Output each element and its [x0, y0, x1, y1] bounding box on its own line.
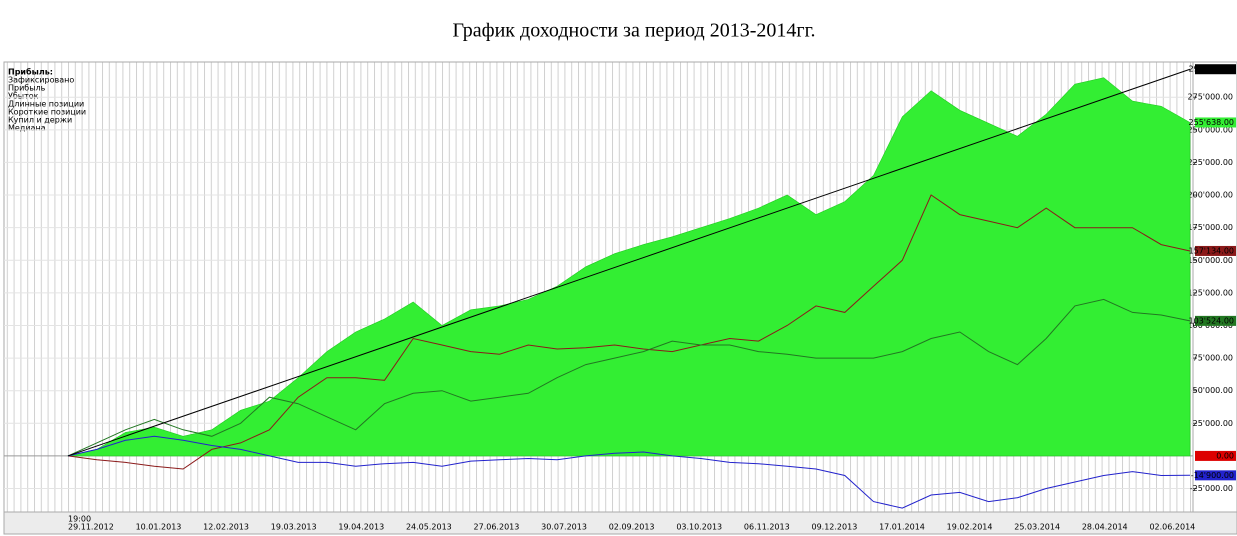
series-line	[67, 298, 1191, 457]
profit-area	[67, 77, 1191, 457]
end-label: 296'462.48	[1189, 65, 1234, 74]
end-label-bg	[1195, 245, 1236, 256]
x-tick-label: 03.10.2013	[676, 523, 722, 532]
x-tick-label: 02.09.2013	[609, 523, 655, 532]
end-label: -14'900.00	[1191, 471, 1234, 480]
series-line	[67, 194, 1191, 470]
y-tick-label: 175'000.00	[1188, 223, 1233, 232]
y-tick-label: 275'000.00	[1188, 93, 1233, 102]
y-tick-label: 125'000.00	[1188, 288, 1233, 297]
legend-entry: Убыток	[8, 92, 39, 101]
end-label: 103'524.00	[1189, 316, 1234, 325]
end-label-bg	[1195, 470, 1236, 481]
legend-entry: Купил и держи	[8, 116, 72, 125]
x-tick-label: 06.11.2013	[744, 523, 790, 532]
legend-entry: Зафиксировано	[8, 76, 74, 85]
end-label-bg	[1195, 315, 1236, 326]
legend: Прибыль:ЗафиксированоПрибыльУбытокДлинны…	[8, 67, 86, 133]
x-tick-label: 17.01.2014	[879, 523, 925, 532]
legend-entry: Медиана	[8, 124, 46, 133]
x-tick-label: 12.02.2013	[203, 523, 249, 532]
zero-label-bg	[1195, 450, 1236, 461]
series-line	[67, 435, 1191, 509]
x-tick-label: 29.11.2012	[68, 523, 114, 532]
y-tick-label: 50'000.00	[1193, 386, 1233, 395]
x-time-label: 19:00	[68, 515, 91, 524]
zero-label: 0.00	[1216, 451, 1234, 460]
legend-entry: Прибыль	[8, 84, 46, 93]
legend-entry: Короткие позиции	[8, 108, 86, 117]
x-tick-label: 19.02.2014	[947, 523, 993, 532]
x-tick-label: 27.06.2013	[474, 523, 520, 532]
y-tick-label: 225'000.00	[1188, 158, 1233, 167]
legend-title: Прибыль:	[8, 67, 53, 77]
x-axis-band	[3, 511, 1237, 535]
y-tick-label: 250'000.00	[1188, 125, 1233, 134]
x-tick-label: 25.03.2014	[1014, 523, 1060, 532]
median-line	[67, 68, 1191, 457]
x-tick-label: 10.01.2013	[136, 523, 182, 532]
x-tick-label: 30.07.2013	[541, 523, 587, 532]
end-label-bg	[1195, 64, 1236, 75]
y-axis-band	[1192, 61, 1237, 513]
chart-title: График доходности за период 2013-2014гг.	[452, 20, 815, 42]
x-tick-label: 02.06.2014	[1149, 523, 1195, 532]
y-tick-label: 200'000.00	[1188, 191, 1233, 200]
x-tick-label: 28.04.2014	[1082, 523, 1128, 532]
x-tick-label: 09.12.2013	[811, 523, 857, 532]
end-label: 255'638.00	[1189, 118, 1234, 127]
end-label: 157'134.00	[1189, 246, 1234, 255]
y-tick-label: 75'000.00	[1193, 354, 1233, 363]
x-tick-label: 19.03.2013	[271, 523, 317, 532]
y-tick-label: -25'000.00	[1190, 484, 1233, 493]
x-tick-label: 19.04.2013	[338, 523, 384, 532]
y-tick-label: 150'000.00	[1188, 256, 1233, 265]
x-tick-label: 24.05.2013	[406, 523, 452, 532]
legend-entry: Длинные позиции	[8, 100, 84, 109]
y-tick-label: 25'000.00	[1193, 419, 1233, 428]
end-label-bg	[1195, 117, 1236, 128]
